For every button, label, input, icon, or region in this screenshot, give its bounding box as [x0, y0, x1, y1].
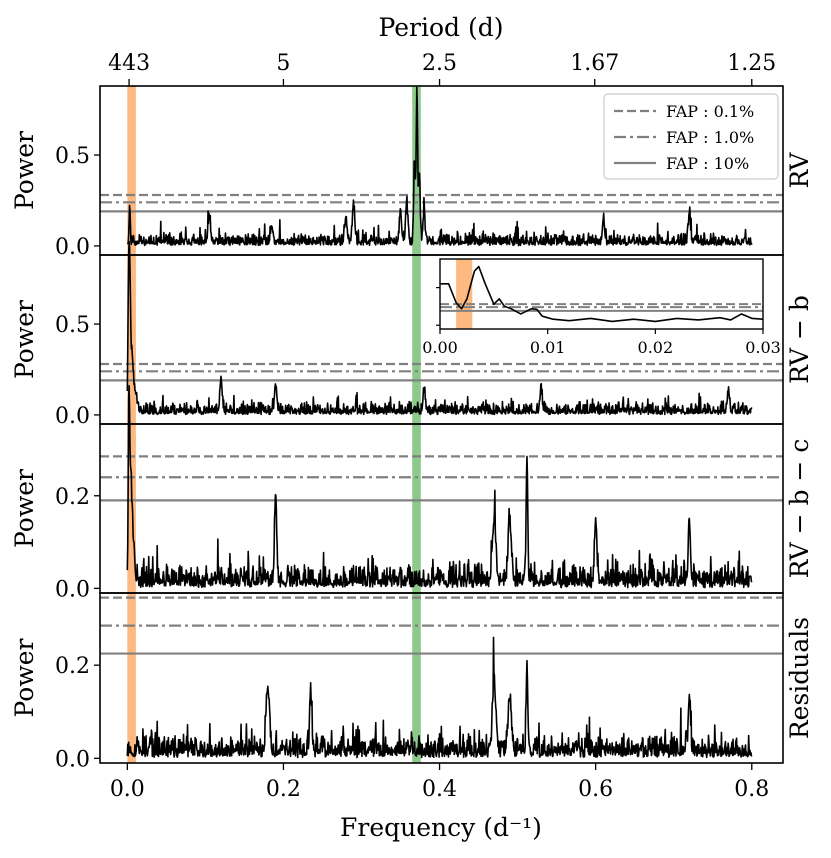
- panels: 0.0 0.5 Power RV 0.0 0.5 Power RV − b 0.0 0.2 Powe…: [10, 86, 814, 772]
- inset-x-tick-label: 0.01: [530, 338, 566, 357]
- series-line-4: [126, 636, 753, 759]
- panel-frame-4: [99, 592, 784, 764]
- inset-orange-band: [456, 259, 473, 329]
- top-tick-label: 1.25: [727, 51, 776, 76]
- x-tick-label: 0.0: [110, 777, 145, 802]
- x-tick-label: 0.2: [266, 777, 301, 802]
- y-tick-label: 0.0: [55, 404, 90, 429]
- inset-plot: 0.00 0.01 0.02 0.03: [422, 258, 781, 357]
- legend-label: FAP : 1.0%: [666, 128, 754, 147]
- top-axis-title: Period (d): [379, 13, 504, 42]
- panel-label: RV: [785, 152, 814, 189]
- y-tick-label: 0.5: [55, 313, 90, 338]
- fap-legend: FAP : 0.1% FAP : 1.0% FAP : 10%: [603, 93, 779, 180]
- panel-1: 0.0 0.5 Power RV: [10, 86, 814, 260]
- inset-x-tick-label: 0.03: [745, 338, 781, 357]
- y-axis-label: Power: [10, 469, 39, 548]
- y-tick-label: 0.0: [55, 235, 90, 260]
- x-tick-label: 0.6: [578, 777, 613, 802]
- top-tick-label: 443: [108, 51, 150, 76]
- x-tick-label: 0.8: [734, 777, 769, 802]
- legend-box: [603, 93, 779, 180]
- top-axis-ticks: 443 5 2.5 1.67 1.25: [108, 51, 776, 86]
- y-tick-label: 0.0: [55, 577, 90, 602]
- y-tick-label: 0.2: [55, 485, 90, 510]
- y-axis-label: Power: [10, 638, 39, 717]
- axes-frames: [99, 85, 784, 764]
- panel-4: 0.0 0.2 Power Residuals: [10, 596, 814, 772]
- panel-3: 0.0 0.2 Power RV − b − c: [10, 384, 814, 602]
- inset-x-tick-label: 0.02: [638, 338, 674, 357]
- x-axis-ticks: 0.0 0.2 0.4 0.6 0.8: [110, 763, 769, 802]
- x-tick-label: 0.4: [422, 777, 457, 802]
- y-axis-label: Power: [10, 131, 39, 210]
- top-tick-label: 5: [276, 51, 290, 76]
- top-tick-label: 2.5: [422, 51, 457, 76]
- y-axis-label: Power: [10, 300, 39, 379]
- inset-x-tick-label: 0.00: [422, 338, 458, 357]
- x-axis-title: Frequency (d⁻¹): [340, 813, 542, 842]
- series-line-1: [126, 86, 753, 247]
- panel-label: Residuals: [785, 617, 814, 739]
- series-line-3: [126, 384, 753, 589]
- legend-label: FAP : 10%: [666, 154, 749, 173]
- y-tick-label: 0.2: [55, 654, 90, 679]
- y-tick-label: 0.0: [55, 747, 90, 772]
- inset-series-line: [440, 265, 764, 323]
- y-tick-label: 0.5: [55, 144, 90, 169]
- inset-frame: [439, 258, 764, 330]
- legend-label: FAP : 0.1%: [666, 102, 754, 121]
- series-line-2: [126, 240, 753, 416]
- top-tick-label: 1.67: [570, 51, 619, 76]
- panel-label: RV − b − c: [785, 439, 814, 579]
- panel-2: 0.0 0.5 Power RV − b: [10, 240, 814, 429]
- panel-label: RV − b: [785, 295, 814, 384]
- inset-background: [440, 259, 763, 329]
